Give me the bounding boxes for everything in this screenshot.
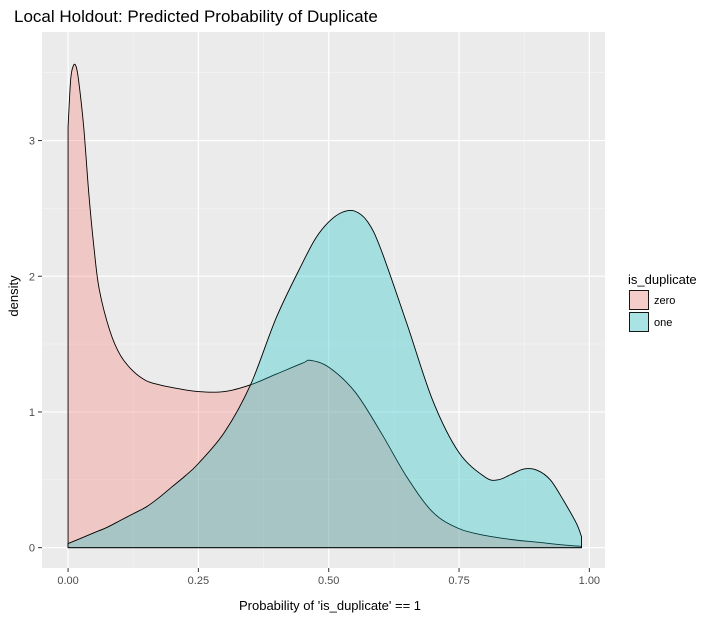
- y-tick-label: 1: [29, 407, 35, 419]
- x-tick-label: 0.00: [57, 575, 78, 587]
- y-tick-label: 2: [29, 271, 35, 283]
- x-tick-label: 0.75: [448, 575, 469, 587]
- x-tick-label: 1.00: [579, 575, 600, 587]
- y-axis-title: density: [6, 275, 21, 317]
- density-areas: [67, 63, 582, 549]
- chart-title: Local Holdout: Predicted Probability of …: [14, 7, 378, 26]
- plot-panel: [42, 32, 605, 568]
- x-tick-label: 0.25: [188, 575, 209, 587]
- legend-key-bg-one: [629, 312, 649, 332]
- x-axis-title: Probability of 'is_duplicate' == 1: [239, 598, 421, 613]
- legend-label-zero: zero: [654, 295, 675, 307]
- axis-ticks: 0.00 0.25 0.50 0.75 1.00 0 1 2 3: [29, 136, 600, 587]
- y-tick-label: 0: [29, 543, 35, 555]
- legend-label-one: one: [654, 317, 672, 329]
- legend: is_duplicate zero one: [628, 272, 697, 332]
- x-tick-label: 0.50: [318, 575, 339, 587]
- y-tick-label: 3: [29, 136, 35, 148]
- legend-title: is_duplicate: [628, 272, 697, 287]
- legend-swatch-one: [629, 312, 649, 332]
- legend-key-bg-zero: [629, 290, 649, 310]
- legend-swatch-zero: [629, 290, 649, 310]
- density-area-one: [67, 209, 582, 549]
- density-area-zero: [67, 63, 582, 549]
